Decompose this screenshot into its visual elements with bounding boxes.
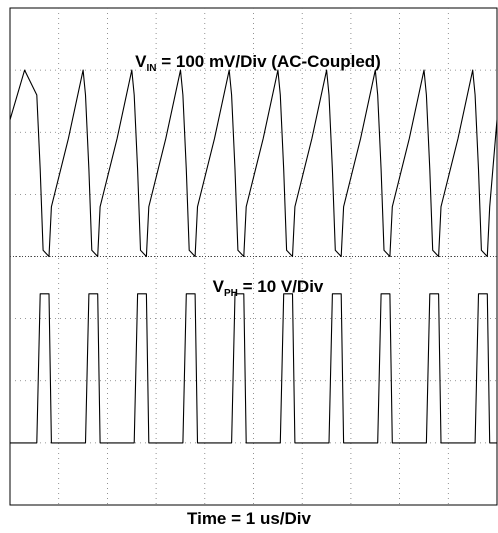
- oscilloscope-chart: VIN = 100 mV/Div (AC-Coupled) VPH = 10 V…: [9, 7, 498, 506]
- vin-channel-label: VIN = 100 mV/Div (AC-Coupled): [135, 52, 381, 74]
- vin-trace: [9, 69, 498, 258]
- x-axis-caption: Time = 1 us/Div: [187, 509, 311, 528]
- traces: [9, 69, 498, 444]
- vph-channel-label: VPH = 10 V/Div: [213, 277, 324, 299]
- vph-trace: [10, 293, 497, 444]
